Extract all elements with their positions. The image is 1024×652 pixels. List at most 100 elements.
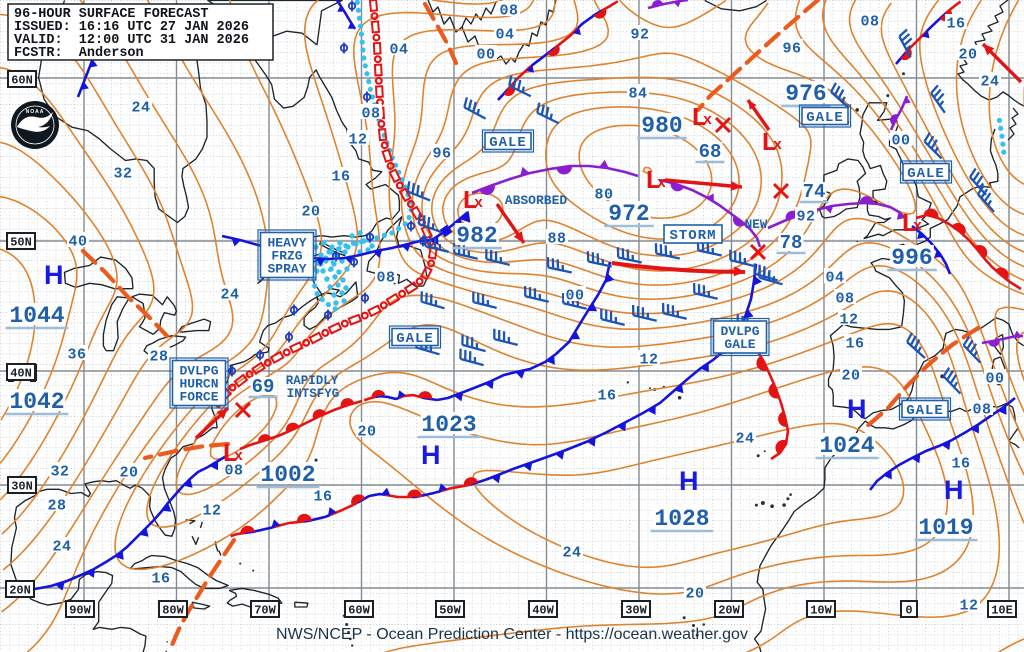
svg-text:1042: 1042 [9, 389, 64, 415]
svg-text:08: 08 [224, 463, 243, 480]
svg-text:1023: 1023 [421, 412, 476, 438]
svg-text:88: 88 [547, 231, 566, 248]
svg-text:96: 96 [432, 146, 451, 163]
svg-text:996: 996 [891, 245, 932, 271]
svg-text:40: 40 [68, 234, 87, 251]
svg-text:L: L [691, 103, 707, 133]
svg-text:92: 92 [630, 27, 649, 44]
svg-text:10W: 10W [810, 604, 832, 618]
svg-text:84: 84 [628, 86, 647, 103]
svg-text:x: x [234, 448, 243, 465]
svg-text:20: 20 [958, 47, 977, 64]
svg-text:16: 16 [845, 336, 864, 353]
svg-text:24: 24 [980, 74, 999, 91]
svg-text:92: 92 [796, 209, 815, 226]
svg-text:GALE: GALE [396, 331, 434, 347]
svg-text:96-HOUR SURFACE FORECAST: 96-HOUR SURFACE FORECAST [14, 7, 208, 22]
svg-text:12: 12 [959, 598, 978, 615]
svg-text:16: 16 [951, 456, 970, 473]
svg-text:50W: 50W [439, 604, 461, 618]
svg-text:x: x [657, 175, 666, 192]
svg-text:12: 12 [348, 132, 367, 149]
svg-text:50N: 50N [10, 236, 32, 250]
svg-text:HEAVY: HEAVY [267, 236, 306, 251]
svg-text:00: 00 [476, 47, 495, 64]
svg-text:STORM: STORM [669, 228, 716, 244]
svg-text:ISSUED: 16:16 UTC 27 JAN 2026: ISSUED: 16:16 UTC 27 JAN 2026 [14, 20, 249, 35]
svg-text:0: 0 [905, 604, 912, 618]
svg-text:90W: 90W [69, 604, 91, 618]
svg-text:1002: 1002 [260, 462, 315, 488]
svg-text:x: x [913, 218, 922, 235]
svg-text:36: 36 [67, 347, 86, 364]
svg-text:982: 982 [456, 223, 497, 249]
svg-text:74: 74 [803, 181, 826, 203]
svg-text:H: H [44, 260, 64, 290]
svg-text:1024: 1024 [819, 433, 874, 459]
svg-text:08: 08 [376, 270, 395, 287]
svg-text:H: H [679, 466, 699, 496]
svg-text:24: 24 [131, 100, 150, 117]
svg-text:68: 68 [699, 141, 722, 163]
svg-text:SPRAY: SPRAY [267, 262, 306, 277]
svg-text:32: 32 [50, 464, 69, 481]
svg-text:NOAA: NOAA [26, 109, 45, 115]
svg-text:1019: 1019 [918, 515, 973, 541]
svg-text:GALE: GALE [907, 166, 945, 182]
svg-text:08: 08 [499, 3, 518, 20]
svg-text:x: x [474, 195, 483, 212]
svg-text:20: 20 [841, 368, 860, 385]
svg-text:L: L [761, 128, 777, 158]
svg-text:DVLPG: DVLPG [179, 364, 218, 379]
svg-text:H: H [847, 394, 867, 424]
svg-text:24: 24 [220, 287, 239, 304]
svg-text:08: 08 [835, 291, 854, 308]
svg-text:08: 08 [972, 402, 991, 419]
svg-text:08: 08 [860, 14, 879, 31]
svg-text:12: 12 [639, 352, 658, 369]
svg-text:24: 24 [562, 545, 581, 562]
svg-text:20N: 20N [9, 584, 31, 598]
svg-text:80: 80 [594, 187, 613, 204]
svg-text:GALE: GALE [906, 403, 944, 419]
svg-text:FCSTR: Anderson: FCSTR: Anderson [14, 46, 144, 61]
svg-text:20: 20 [119, 465, 138, 482]
svg-text:00: 00 [891, 133, 910, 150]
svg-text:1044: 1044 [9, 303, 64, 329]
svg-text:GALE: GALE [724, 337, 755, 352]
svg-text:80W: 80W [162, 604, 184, 618]
svg-text:78: 78 [780, 232, 803, 254]
svg-text:HURCN: HURCN [179, 377, 218, 392]
svg-text:00: 00 [565, 288, 584, 305]
svg-text:GALE: GALE [806, 110, 844, 126]
svg-text:FORCE: FORCE [179, 390, 218, 405]
svg-text:12: 12 [839, 312, 858, 329]
svg-text:NEW: NEW [745, 218, 768, 232]
svg-text:70W: 70W [254, 604, 276, 618]
svg-text:L: L [462, 186, 478, 216]
svg-text:20W: 20W [718, 604, 740, 618]
svg-text:16: 16 [331, 169, 350, 186]
svg-text:30W: 30W [625, 604, 647, 618]
svg-text:00: 00 [985, 371, 1004, 388]
svg-text:30N: 30N [11, 480, 33, 494]
svg-text:16: 16 [597, 388, 616, 405]
svg-text:976: 976 [785, 81, 826, 107]
svg-text:16: 16 [946, 16, 965, 33]
svg-text:40N: 40N [10, 367, 32, 381]
svg-text:H: H [944, 475, 964, 505]
svg-text:28: 28 [47, 498, 66, 515]
svg-text:04: 04 [389, 42, 408, 59]
svg-text:ABSORBED: ABSORBED [505, 193, 568, 208]
svg-text:16: 16 [151, 571, 170, 588]
svg-text:H: H [421, 440, 441, 470]
svg-text:10E: 10E [991, 604, 1013, 618]
svg-text:04: 04 [495, 27, 514, 44]
svg-text:L: L [645, 166, 661, 196]
svg-text:16: 16 [313, 489, 332, 506]
svg-text:INTSFYG: INTSFYG [287, 387, 340, 401]
svg-text:24: 24 [52, 539, 71, 556]
svg-text:20: 20 [685, 586, 704, 603]
svg-text:40W: 40W [532, 604, 554, 618]
svg-text:RAPIDLY: RAPIDLY [286, 374, 339, 388]
